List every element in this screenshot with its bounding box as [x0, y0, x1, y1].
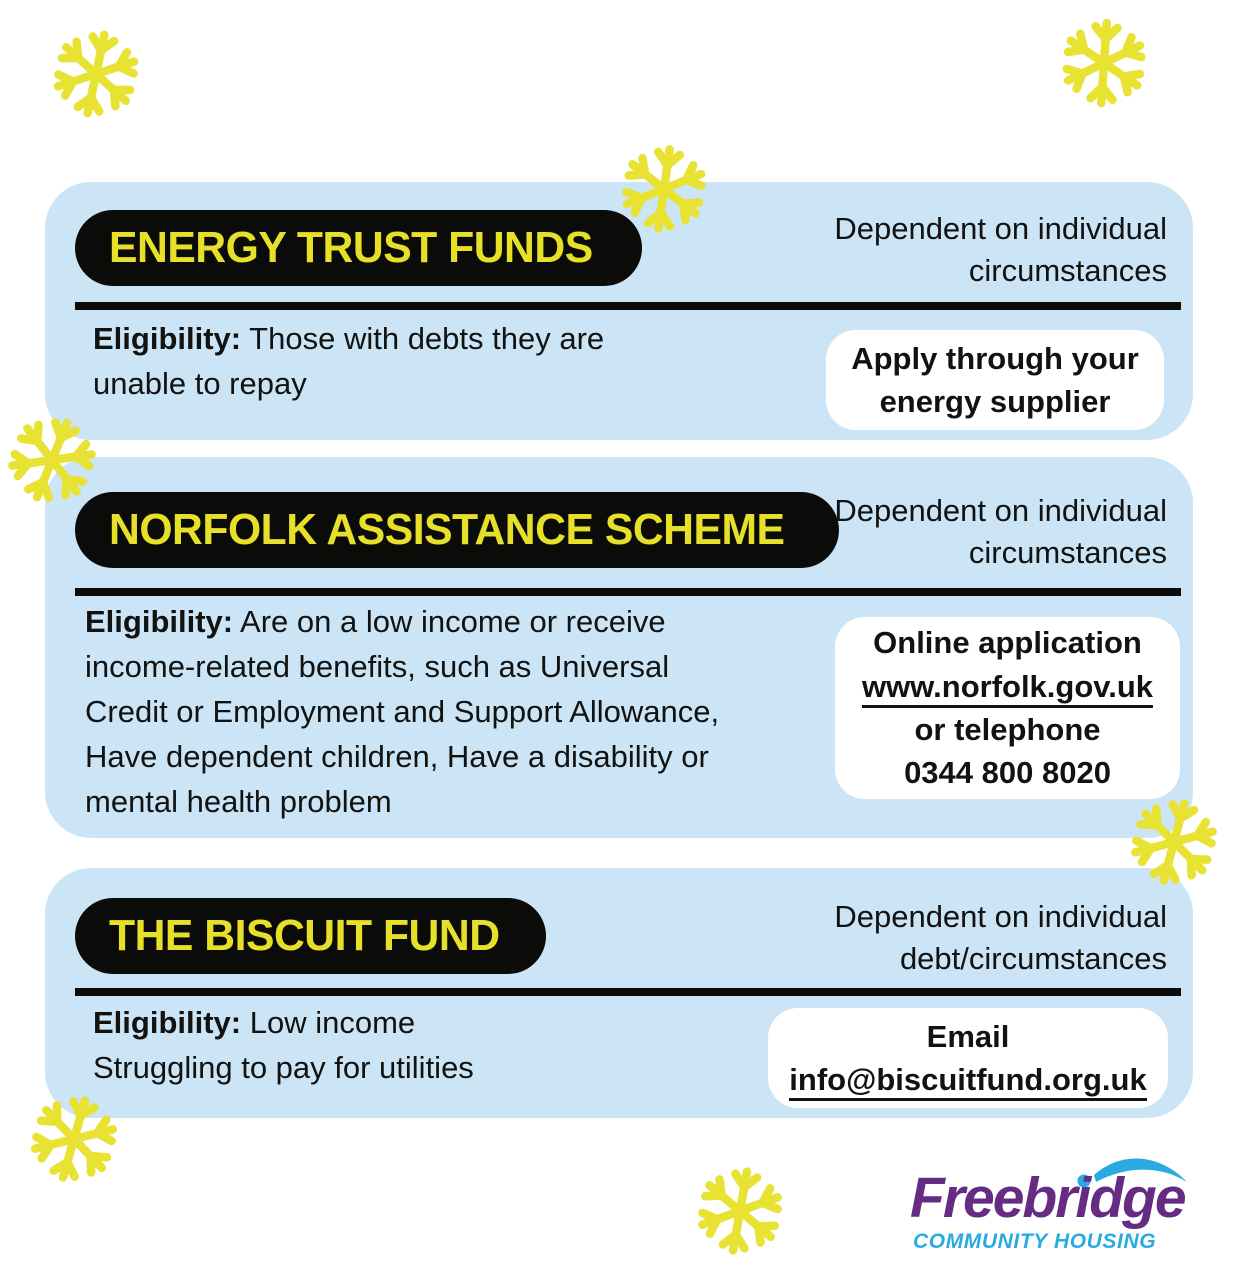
- dependency-note: Dependent on individual circumstances: [834, 493, 1167, 570]
- snowflake-icon: [612, 137, 716, 241]
- eligibility-label: Eligibility:: [93, 321, 242, 356]
- card-energy-trust-funds: ENERGY TRUST FUNDS Dependent on individu…: [45, 182, 1193, 440]
- eligibility-detail: Those with debts they are unable to repa…: [93, 321, 605, 401]
- eligibility-detail: Are on a low income or receive income-re…: [85, 604, 720, 819]
- brand-wordmark: Freebridge: [910, 1166, 1187, 1230]
- eligibility-label: Eligibility:: [93, 1005, 242, 1040]
- eligibility-text: Eligibility: Are on a low income or rece…: [85, 600, 805, 825]
- card-title-pill: THE BISCUIT FUND: [75, 898, 546, 974]
- eligibility-label: Eligibility:: [85, 604, 234, 639]
- biscuit-fund-email-link[interactable]: info@biscuitfund.org.uk: [789, 1062, 1147, 1101]
- action-box-biscuit: Email info@biscuitfund.org.uk: [768, 1008, 1168, 1108]
- divider-line: [75, 988, 1181, 996]
- phone-number: 0344 800 8020: [904, 755, 1111, 791]
- action-line: energy supplier: [879, 384, 1111, 419]
- card-title: THE BISCUIT FUND: [109, 911, 500, 960]
- action-box-norfolk: Online application www.norfolk.gov.uk or…: [835, 617, 1180, 799]
- card-title: NORFOLK ASSISTANCE SCHEME: [109, 505, 785, 554]
- action-line: Apply through your: [851, 340, 1139, 376]
- snowflake-icon: [1055, 14, 1153, 112]
- eligibility-text: Eligibility: Low income Struggling to pa…: [93, 1001, 713, 1091]
- snowflake-icon: [687, 1158, 794, 1265]
- brand-tagline: COMMUNITY HOUSING: [913, 1230, 1157, 1253]
- snowflake-icon: [41, 19, 150, 128]
- divider-line: [75, 302, 1181, 310]
- eligibility-detail: Struggling to pay for utilities: [93, 1049, 474, 1085]
- divider-line: [75, 588, 1181, 596]
- dependency-note: Dependent on individual circumstances: [834, 211, 1167, 288]
- card-norfolk-assistance-scheme: NORFOLK ASSISTANCE SCHEME Dependent on i…: [45, 457, 1193, 838]
- action-line: Online application: [873, 625, 1142, 661]
- card-title-pill: ENERGY TRUST FUNDS: [75, 210, 642, 286]
- dependency-note: Dependent on individual debt/circumstanc…: [834, 899, 1167, 976]
- eligibility-detail: Low income: [241, 1005, 416, 1040]
- freebridge-logo: Freebridge COMMUNITY HOUSING: [905, 1150, 1205, 1275]
- eligibility-text: Eligibility: Those with debts they are u…: [93, 317, 693, 407]
- action-box-energy: Apply through your energy supplier: [826, 330, 1164, 430]
- card-title-pill: NORFOLK ASSISTANCE SCHEME: [75, 492, 840, 568]
- action-line: or telephone: [914, 712, 1101, 747]
- card-title: ENERGY TRUST FUNDS: [109, 223, 593, 272]
- norfolk-website-link[interactable]: www.norfolk.gov.uk: [861, 668, 1154, 708]
- logo-swoosh-icon: [1077, 1158, 1187, 1188]
- action-line: Email: [926, 1018, 1010, 1054]
- card-biscuit-fund: THE BISCUIT FUND Dependent on individual…: [45, 868, 1193, 1118]
